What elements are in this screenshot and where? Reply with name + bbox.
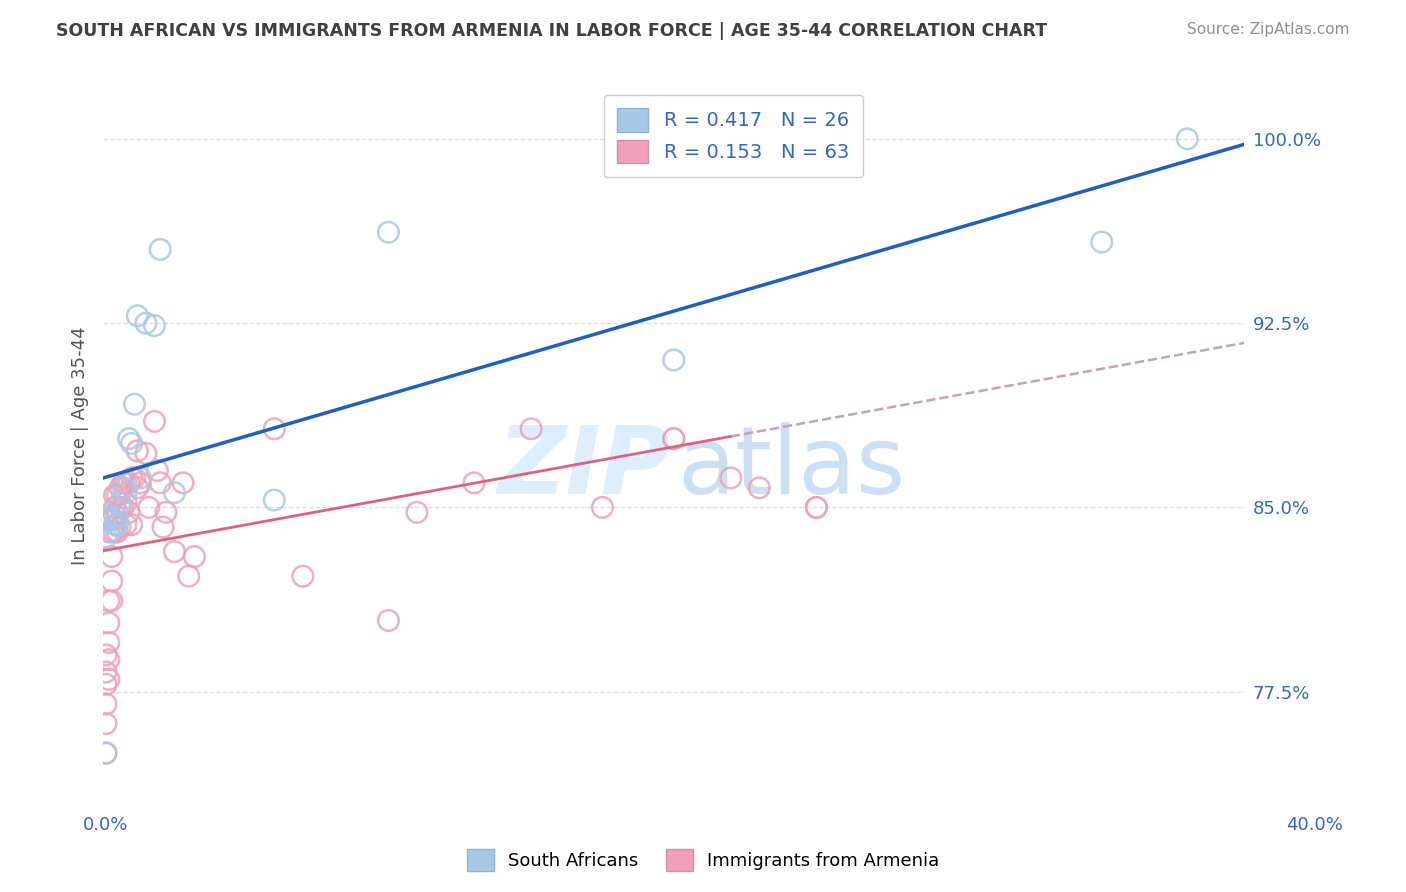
Point [138, 500, 160, 515]
Point [105, 524, 128, 539]
Point [143, 318, 166, 333]
Point [112, 481, 135, 495]
Point [149, 243, 172, 257]
Point [94, 513, 117, 527]
Point [172, 475, 194, 490]
Point [94, 746, 117, 760]
Point [110, 520, 132, 534]
Point [463, 475, 485, 490]
Point [103, 524, 125, 539]
Point [103, 488, 125, 502]
Point [121, 517, 143, 532]
Point [97, 594, 120, 608]
Point [291, 569, 314, 583]
Point [127, 444, 149, 458]
Text: 40.0%: 40.0% [1286, 816, 1343, 834]
Point [135, 446, 157, 460]
Point [97, 508, 120, 522]
Point [806, 500, 828, 515]
Point [110, 481, 132, 495]
Point [121, 471, 143, 485]
Point [94, 530, 117, 544]
Point [377, 614, 399, 628]
Point [100, 513, 122, 527]
Point [124, 471, 146, 485]
Point [129, 471, 152, 485]
Point [118, 432, 141, 446]
Point [115, 517, 138, 532]
Point [263, 422, 285, 436]
Point [127, 481, 149, 495]
Point [121, 436, 143, 450]
Point [748, 481, 770, 495]
Point [118, 475, 141, 490]
Point [183, 549, 205, 564]
Point [110, 500, 132, 515]
Point [690, 132, 713, 146]
Point [100, 549, 122, 564]
Point [94, 697, 117, 711]
Point [591, 500, 613, 515]
Point [720, 471, 742, 485]
Point [115, 495, 138, 509]
Point [103, 500, 125, 515]
Point [129, 475, 152, 490]
Point [115, 475, 138, 490]
Text: SOUTH AFRICAN VS IMMIGRANTS FROM ARMENIA IN LABOR FORCE | AGE 35-44 CORRELATION : SOUTH AFRICAN VS IMMIGRANTS FROM ARMENIA… [56, 22, 1047, 40]
Point [100, 524, 122, 539]
Point [1091, 235, 1114, 249]
Point [146, 464, 169, 478]
Point [662, 432, 685, 446]
Point [177, 569, 200, 583]
Point [662, 353, 685, 368]
Point [103, 508, 125, 522]
Point [94, 716, 117, 731]
Point [97, 653, 120, 667]
Point [163, 544, 186, 558]
Point [97, 615, 120, 630]
Point [124, 397, 146, 411]
Point [1175, 132, 1198, 146]
Point [112, 500, 135, 515]
Point [100, 513, 122, 527]
Point [135, 316, 157, 330]
Point [112, 475, 135, 490]
Point [97, 635, 120, 649]
Point [520, 422, 543, 436]
Text: Source: ZipAtlas.com: Source: ZipAtlas.com [1187, 22, 1350, 37]
Point [100, 594, 122, 608]
Point [143, 414, 166, 428]
Point [97, 524, 120, 539]
Point [662, 432, 685, 446]
Point [806, 500, 828, 515]
Point [115, 485, 138, 500]
Point [94, 677, 117, 691]
Point [105, 517, 128, 532]
Point [100, 574, 122, 589]
Legend: R = 0.417   N = 26, R = 0.153   N = 63: R = 0.417 N = 26, R = 0.153 N = 63 [603, 95, 863, 177]
Legend: South Africans, Immigrants from Armenia: South Africans, Immigrants from Armenia [460, 842, 946, 879]
Point [105, 505, 128, 519]
Point [163, 485, 186, 500]
Text: atlas: atlas [678, 422, 905, 514]
Point [118, 505, 141, 519]
Point [97, 673, 120, 687]
Point [105, 510, 128, 524]
Point [105, 488, 128, 502]
Text: ZIP: ZIP [498, 422, 671, 514]
Point [377, 225, 399, 239]
Point [149, 475, 172, 490]
Text: 0.0%: 0.0% [83, 816, 128, 834]
Point [110, 495, 132, 509]
Point [155, 505, 177, 519]
Point [94, 665, 117, 679]
Point [94, 746, 117, 760]
Point [94, 648, 117, 662]
Point [103, 517, 125, 532]
Point [152, 520, 174, 534]
Point [263, 493, 285, 508]
Y-axis label: In Labor Force | Age 35-44: In Labor Force | Age 35-44 [72, 326, 89, 566]
Point [127, 309, 149, 323]
Point [406, 505, 429, 519]
